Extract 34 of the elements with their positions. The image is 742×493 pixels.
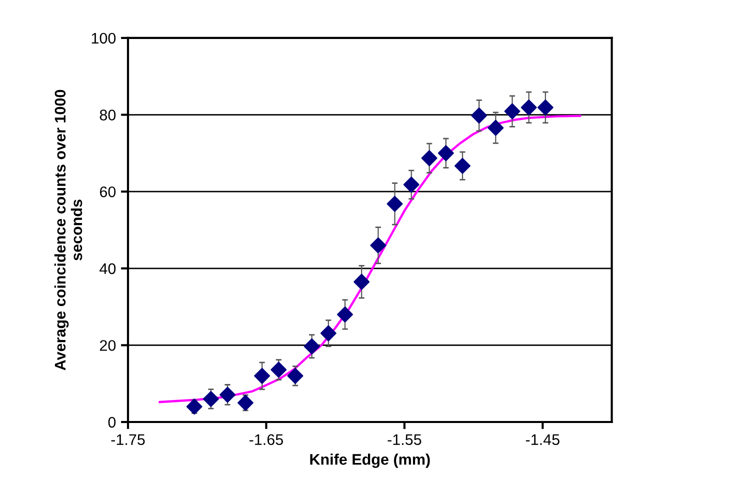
point [438, 145, 454, 162]
point [471, 108, 488, 124]
x-tick-label: -1.55 [388, 434, 422, 446]
point [520, 99, 537, 116]
x-tick-label: -1.45 [526, 434, 560, 446]
point [537, 99, 554, 116]
point [254, 368, 270, 384]
point [504, 103, 520, 120]
point [202, 390, 219, 407]
point [403, 176, 420, 193]
x-tick-label: -1.75 [111, 434, 145, 446]
x-axis-title: Knife Edge (mm) [310, 454, 430, 468]
point [270, 362, 287, 378]
y-tick-label: 20 [100, 340, 116, 351]
point [186, 398, 202, 415]
point [454, 158, 470, 174]
point [488, 120, 504, 136]
x-tick-label: -1.65 [249, 434, 283, 446]
point [421, 150, 438, 166]
y-axis-title: Average coincidence counts over 1000 seconds [54, 90, 82, 370]
point [287, 368, 304, 384]
y-tick-label: 40 [100, 263, 116, 274]
point [238, 394, 254, 411]
y-tick-label: 100 [92, 32, 116, 44]
point [386, 196, 403, 212]
point [304, 338, 320, 354]
point [220, 386, 236, 403]
point [337, 306, 353, 322]
point [354, 274, 370, 290]
y-tick-label: 60 [100, 186, 116, 198]
y-tick-label: 80 [100, 110, 116, 120]
y-tick-label: 0 [108, 416, 116, 428]
point [370, 237, 386, 254]
point [320, 325, 336, 342]
